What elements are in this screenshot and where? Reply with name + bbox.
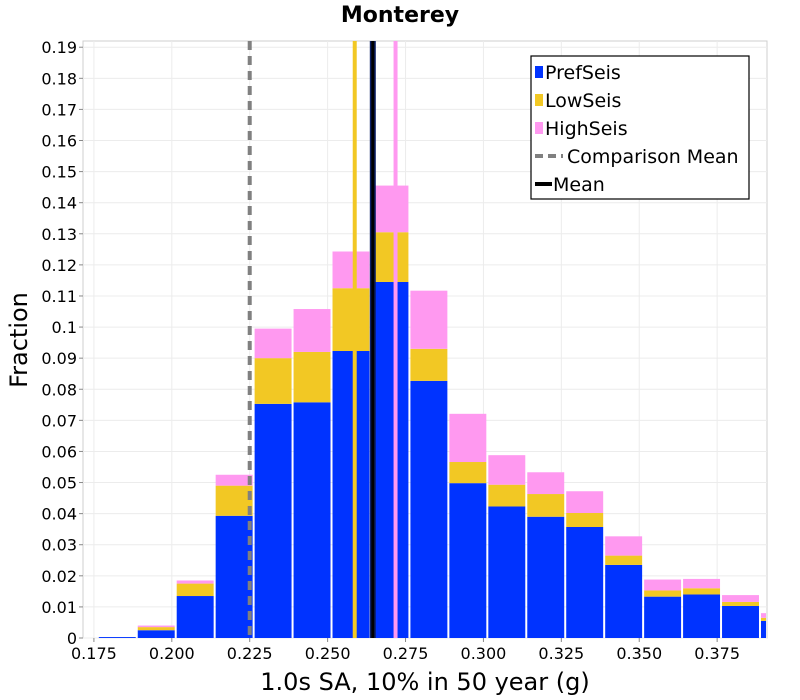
y-axis-label: Fraction: [5, 292, 33, 388]
y-tick-label: 0.17: [41, 100, 77, 119]
y-tick-label: 0.08: [41, 380, 77, 399]
x-tick-label: 0.250: [305, 644, 351, 663]
bar-highseis: [293, 309, 331, 352]
bar-highseis: [176, 580, 214, 584]
y-tick-label: 0.02: [41, 567, 77, 586]
bar-prefseis: [410, 380, 448, 638]
bar-lowseis: [722, 601, 759, 606]
bar-highseis: [683, 578, 721, 589]
x-tick-label: 0.200: [149, 644, 195, 663]
y-tick-label: 0.14: [41, 194, 77, 213]
bar-lowseis: [644, 590, 682, 597]
bar-highseis: [254, 328, 292, 359]
bar-prefseis: [722, 605, 759, 638]
bar-prefseis: [293, 402, 331, 638]
bar-highseis: [410, 290, 448, 349]
x-tick-label: 0.350: [616, 644, 662, 663]
bar-lowseis: [527, 494, 565, 517]
bar-prefseis: [98, 637, 136, 638]
legend-box: [530, 55, 750, 200]
bar-lowseis: [293, 351, 331, 403]
bar-prefseis: [683, 594, 721, 638]
y-tick-label: 0.1: [52, 318, 77, 337]
legend-label-lowseis: LowSeis: [545, 90, 621, 112]
reference-lines: [247, 41, 398, 638]
bar-prefseis: [137, 630, 175, 638]
x-tick-label: 0.375: [694, 644, 740, 663]
chart-title: Monterey: [341, 3, 459, 28]
bar-lowseis: [605, 555, 643, 565]
x-tick-label: 0.300: [461, 644, 507, 663]
bar-prefseis: [215, 515, 253, 638]
bar-highseis: [137, 625, 175, 628]
y-tick-label: 0.01: [41, 598, 77, 617]
legend-swatch-highseis: [535, 122, 543, 134]
y-tick-label: 0.05: [41, 474, 77, 493]
bar-highseis: [449, 413, 487, 463]
bar-prefseis: [566, 526, 604, 638]
bar-prefseis: [488, 506, 526, 638]
bar-highseis: [760, 613, 766, 618]
bar-highseis: [566, 491, 604, 514]
bar-lowseis: [488, 484, 526, 507]
legend-label-comparison-mean: Comparison Mean: [567, 146, 739, 168]
y-tick-label: 0.12: [41, 256, 77, 275]
y-tick-label: 0.13: [41, 225, 77, 244]
x-tick-label: 0.275: [383, 644, 429, 663]
legend-swatch-prefseis: [535, 66, 543, 78]
bar-prefseis: [371, 281, 409, 638]
legend-swatch-lowseis: [535, 94, 543, 106]
bar-highseis: [644, 579, 682, 591]
legend-label-prefseis: PrefSeis: [545, 62, 621, 84]
y-tick-label: 0.19: [41, 38, 77, 57]
y-tick-label: 0.06: [41, 442, 77, 461]
bar-prefseis: [332, 351, 370, 638]
bar-lowseis: [176, 583, 214, 597]
y-tick-label: 0.04: [41, 505, 77, 524]
bar-prefseis: [176, 596, 214, 638]
y-tick-label: 0.16: [41, 132, 77, 151]
bar-prefseis: [605, 564, 643, 638]
bar-lowseis: [410, 348, 448, 381]
bar-lowseis: [371, 232, 409, 282]
bar-prefseis: [644, 596, 682, 638]
bar-highseis: [332, 251, 370, 289]
legend: PrefSeis LowSeis HighSeis Comparison Mean Me…: [530, 55, 750, 200]
x-tick-label: 0.175: [71, 644, 117, 663]
bar-lowseis: [215, 485, 253, 516]
bar-lowseis: [254, 358, 292, 404]
bar-lowseis: [332, 288, 370, 352]
axes: 0 0.01 0.02 0.03 0.04 0.05 0.06 0.07 0.08 0.09 0.1…: [41, 38, 740, 663]
bar-highseis: [215, 474, 253, 486]
bar-prefseis: [449, 483, 487, 638]
bar-lowseis: [760, 617, 766, 621]
bar-highseis: [527, 472, 565, 495]
bar-lowseis: [449, 462, 487, 484]
bar-lowseis: [566, 513, 604, 527]
y-tick-label: 0.09: [41, 349, 77, 368]
x-tick-label: 0.225: [227, 644, 273, 663]
y-tick-label: 0: [67, 629, 77, 648]
bar-prefseis: [760, 620, 766, 638]
legend-label-highseis: HighSeis: [545, 118, 628, 140]
bar-prefseis: [254, 403, 292, 638]
x-axis-label: 1.0s SA, 10% in 50 year (g): [260, 668, 589, 696]
y-tick-label: 0.03: [41, 536, 77, 555]
legend-label-mean: Mean: [553, 174, 605, 196]
bar-highseis: [371, 185, 409, 233]
bar-lowseis: [137, 627, 175, 631]
y-tick-label: 0.11: [41, 287, 77, 306]
x-tick-label: 0.325: [538, 644, 584, 663]
bar-highseis: [488, 455, 526, 485]
bar-prefseis: [527, 516, 565, 638]
y-tick-label: 0.18: [41, 69, 77, 88]
bar-highseis: [722, 595, 759, 602]
bars: [98, 185, 766, 638]
bar-lowseis: [683, 588, 721, 595]
y-tick-label: 0.07: [41, 411, 77, 430]
y-tick-label: 0.15: [41, 163, 77, 182]
bar-highseis: [605, 536, 643, 556]
